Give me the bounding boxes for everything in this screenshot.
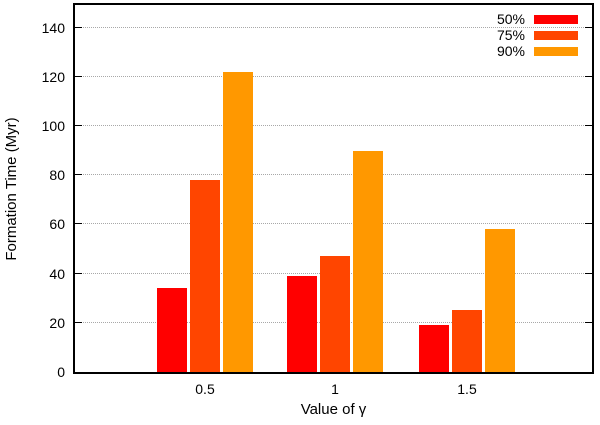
legend-row-90%: 90% [497, 43, 578, 59]
y-tick-label-20: 20 [49, 315, 65, 331]
x-axis-label: Value of γ [300, 401, 367, 418]
y-tick-label-120: 120 [41, 69, 65, 85]
bar-90%-gamma-0.5 [223, 72, 253, 372]
bar-75%-gamma-0.5 [190, 180, 220, 372]
y-tick-label-140: 140 [41, 20, 65, 36]
gridline-y-60 [75, 223, 592, 224]
right-axis-tick-100 [585, 125, 592, 126]
right-axis-tick-40 [585, 273, 592, 274]
right-axis-tick-120 [585, 76, 592, 77]
left-axis-tick-20 [75, 322, 82, 323]
left-axis-tick-140 [75, 27, 82, 28]
bar-75%-gamma-1 [320, 256, 350, 372]
legend-label: 50% [496, 11, 525, 27]
x-tick-label-1: 1 [331, 381, 339, 397]
legend: 50% 75% 90% [497, 11, 578, 59]
legend-swatch [534, 14, 578, 24]
y-tick-label-40: 40 [49, 266, 65, 282]
legend-label: 90% [496, 43, 525, 59]
left-axis-tick-60 [75, 223, 82, 224]
right-axis-tick-60 [585, 223, 592, 224]
y-tick-label-60: 60 [49, 216, 65, 232]
y-axis-label: Formation Time (Myr) [3, 117, 20, 261]
legend-label: 75% [496, 27, 525, 43]
gridline-y-120 [75, 76, 592, 77]
legend-swatch [534, 30, 578, 40]
bar-75%-gamma-1.5 [452, 310, 482, 372]
plot-area: 50% 75% 90% [73, 3, 594, 374]
gridline-y-100 [75, 125, 592, 126]
legend-row-75%: 75% [497, 27, 578, 43]
bar-90%-gamma-1.5 [485, 229, 515, 372]
right-axis-tick-140 [585, 27, 592, 28]
bar-90%-gamma-1 [353, 151, 383, 372]
x-tick-label-1.5: 1.5 [457, 381, 477, 397]
legend-row-50%: 50% [497, 11, 578, 27]
legend-swatch [534, 46, 578, 56]
y-tick-label-0: 0 [57, 364, 65, 380]
right-axis-tick-80 [585, 174, 592, 175]
left-axis-tick-120 [75, 76, 82, 77]
gridline-y-80 [75, 174, 592, 175]
y-tick-label-80: 80 [49, 167, 65, 183]
bar-50%-gamma-1 [287, 276, 317, 372]
y-tick-label-100: 100 [41, 118, 65, 134]
plot-canvas: 50% 75% 90% [75, 5, 592, 372]
left-axis-tick-40 [75, 273, 82, 274]
left-axis-tick-100 [75, 125, 82, 126]
x-tick-label-0.5: 0.5 [195, 381, 215, 397]
gridline-y-140 [75, 27, 592, 28]
right-axis-tick-20 [585, 322, 592, 323]
bar-50%-gamma-0.5 [157, 288, 187, 372]
left-axis-tick-80 [75, 174, 82, 175]
bar-50%-gamma-1.5 [419, 325, 449, 372]
